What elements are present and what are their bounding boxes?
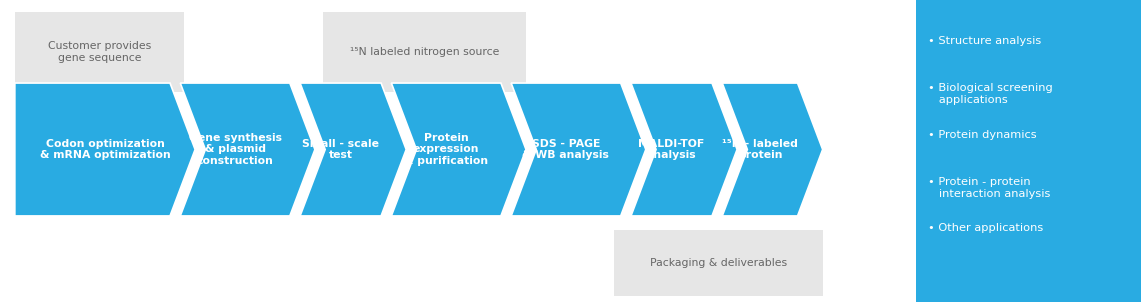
Text: Gene synthesis
& plasmid
construction: Gene synthesis & plasmid construction: [188, 133, 282, 166]
FancyBboxPatch shape: [15, 12, 184, 92]
Text: • Protein - protein
   interaction analysis: • Protein - protein interaction analysis: [928, 177, 1050, 199]
Polygon shape: [631, 83, 737, 216]
FancyBboxPatch shape: [323, 12, 526, 92]
FancyBboxPatch shape: [916, 0, 1141, 302]
Polygon shape: [511, 83, 646, 216]
Text: • Structure analysis: • Structure analysis: [928, 36, 1041, 46]
Text: ¹⁵N labeled nitrogen source: ¹⁵N labeled nitrogen source: [350, 47, 499, 57]
Text: • Biological screening
   applications: • Biological screening applications: [928, 83, 1052, 105]
Text: Codon optimization
& mRNA optimization: Codon optimization & mRNA optimization: [40, 139, 170, 160]
Polygon shape: [15, 83, 195, 216]
Text: • Protein dynamics: • Protein dynamics: [928, 130, 1036, 140]
Polygon shape: [391, 83, 526, 216]
Text: Protein
expression
& purification: Protein expression & purification: [404, 133, 488, 166]
Text: MALDI-TOF
analysis: MALDI-TOF analysis: [638, 139, 705, 160]
Text: Packaging & deliverables: Packaging & deliverables: [649, 258, 787, 268]
Text: Customer provides
gene sequence: Customer provides gene sequence: [48, 41, 151, 63]
Polygon shape: [722, 83, 823, 216]
FancyBboxPatch shape: [614, 230, 823, 296]
Text: Small - scale
test: Small - scale test: [302, 139, 379, 160]
Polygon shape: [180, 83, 315, 216]
Text: SDS - PAGE
& WB analysis: SDS - PAGE & WB analysis: [523, 139, 609, 160]
Text: • Other applications: • Other applications: [928, 223, 1043, 233]
Text: ¹⁵N - labeled
protein: ¹⁵N - labeled protein: [722, 139, 798, 160]
Polygon shape: [300, 83, 406, 216]
